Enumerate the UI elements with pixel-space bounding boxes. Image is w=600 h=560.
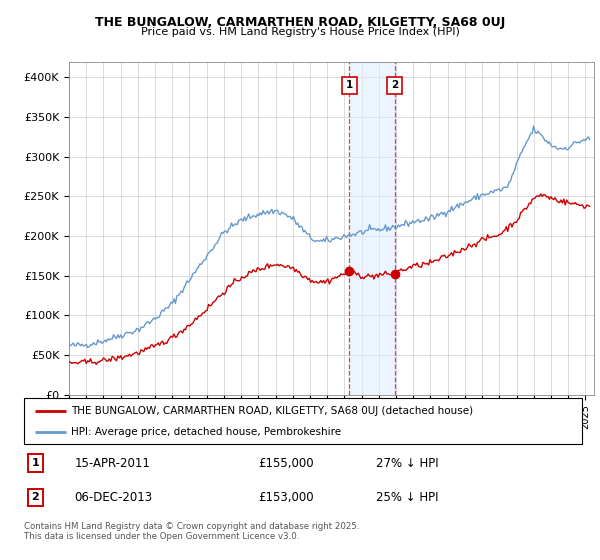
Text: £153,000: £153,000	[259, 491, 314, 503]
Text: THE BUNGALOW, CARMARTHEN ROAD, KILGETTY, SA68 0UJ: THE BUNGALOW, CARMARTHEN ROAD, KILGETTY,…	[95, 16, 505, 29]
Text: Price paid vs. HM Land Registry's House Price Index (HPI): Price paid vs. HM Land Registry's House …	[140, 27, 460, 37]
Text: 25% ↓ HPI: 25% ↓ HPI	[376, 491, 438, 503]
Text: 15-APR-2011: 15-APR-2011	[74, 456, 150, 469]
Text: 2: 2	[391, 81, 398, 90]
Text: 1: 1	[31, 458, 39, 468]
Text: Contains HM Land Registry data © Crown copyright and database right 2025.
This d: Contains HM Land Registry data © Crown c…	[24, 522, 359, 542]
Text: HPI: Average price, detached house, Pembrokeshire: HPI: Average price, detached house, Pemb…	[71, 427, 341, 437]
Text: THE BUNGALOW, CARMARTHEN ROAD, KILGETTY, SA68 0UJ (detached house): THE BUNGALOW, CARMARTHEN ROAD, KILGETTY,…	[71, 405, 473, 416]
Text: £155,000: £155,000	[259, 456, 314, 469]
Text: 27% ↓ HPI: 27% ↓ HPI	[376, 456, 438, 469]
FancyBboxPatch shape	[24, 398, 582, 444]
Bar	[349, 62, 395, 395]
Text: 1: 1	[346, 81, 353, 90]
Text: 2: 2	[31, 492, 39, 502]
Text: 06-DEC-2013: 06-DEC-2013	[74, 491, 152, 503]
